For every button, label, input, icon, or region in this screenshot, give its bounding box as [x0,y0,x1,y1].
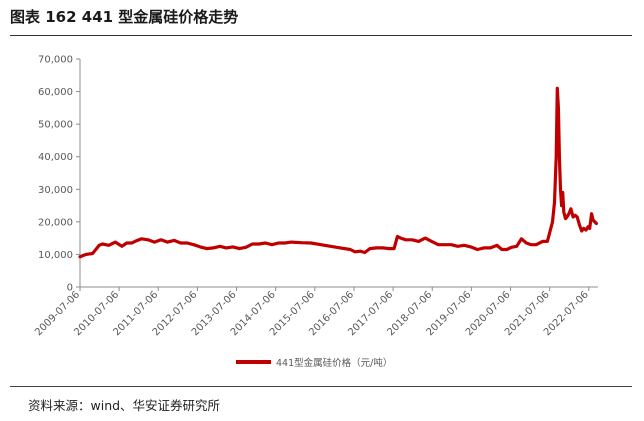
y-tick-label: 30,000 [38,185,73,196]
y-tick-label: 10,000 [38,250,73,261]
y-tick-label: 40,000 [38,152,73,163]
source-rule [10,386,632,387]
figure-title: 图表 162 441 型金属硅价格走势 [10,8,239,26]
plot-area [78,86,599,259]
y-tick-label: 50,000 [38,120,73,131]
x-axis: 2009-07-062010-07-062011-07-062012-07-06… [33,286,598,338]
y-tick-label: 0 [67,283,73,294]
y-tick-label: 60,000 [38,87,73,98]
y-tick-label: 70,000 [38,55,73,66]
title-rule [10,35,632,36]
legend: 441型金属硅价格（元/吨） [236,357,392,369]
source-note: 资料来源：wind、华安证券研究所 [28,398,221,413]
series-line-441-price [78,86,599,259]
y-axis: 0 10,000 20,000 30,000 40,000 50,000 60,000 70,… [38,55,81,294]
legend-label: 441型金属硅价格（元/吨） [276,357,392,369]
y-tick-label: 20,000 [38,217,73,228]
